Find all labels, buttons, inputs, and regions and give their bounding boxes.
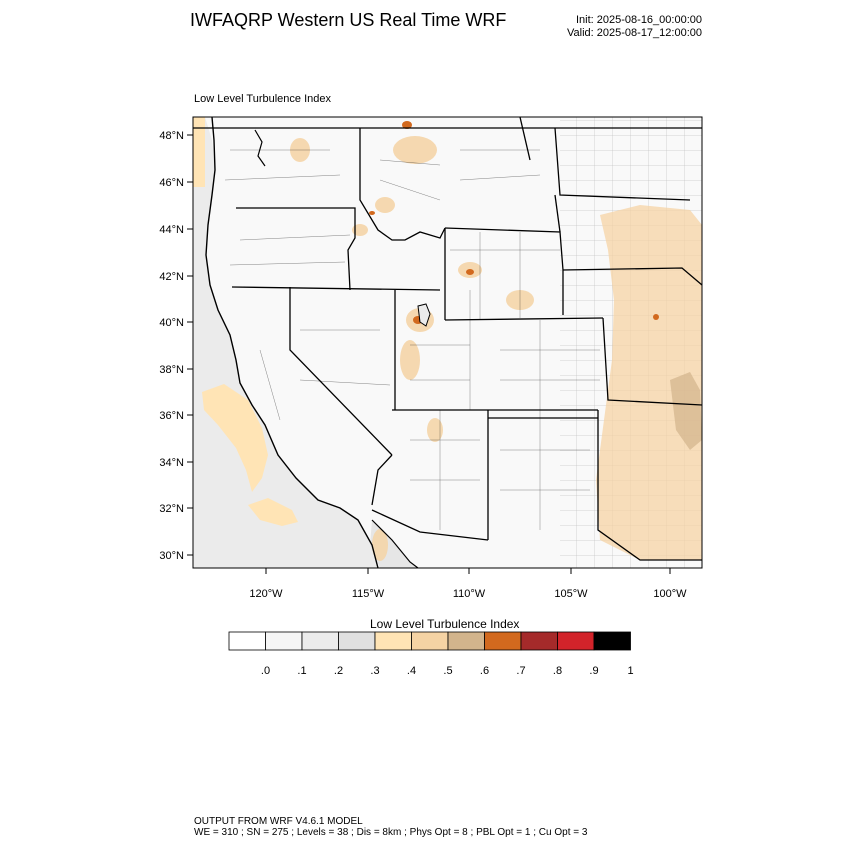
lat-tick-label: 36°N <box>159 410 184 422</box>
colorbar-tick-label: 1 <box>627 665 633 677</box>
field-label: Low Level Turbulence Index <box>194 93 331 105</box>
colorbar-tick-label: .6 <box>480 665 489 677</box>
lat-tick-label: 46°N <box>159 177 184 189</box>
colorbar-box <box>557 631 595 651</box>
colorbar-box <box>374 631 412 651</box>
colorbar-box <box>301 631 339 651</box>
state-boundaries <box>193 117 702 561</box>
colorbar-box <box>411 631 449 651</box>
latitude-axis <box>187 134 193 556</box>
colorbar-box <box>228 631 266 651</box>
model-footer: OUTPUT FROM WRF V4.6.1 MODEL WE = 310 ; … <box>194 816 587 838</box>
coastline <box>205 117 379 568</box>
colorbar-tick-label: .8 <box>553 665 562 677</box>
valid-time: Valid: 2025-08-17_12:00:00 <box>567 27 702 39</box>
lat-tick-label: 34°N <box>159 457 184 469</box>
turbulence-maximum-kansas <box>653 314 659 320</box>
colorbar-tick-label: .9 <box>589 665 598 677</box>
mountain-turbulence <box>290 136 534 561</box>
colorbar-box <box>447 631 485 651</box>
puget-sound <box>254 129 266 167</box>
great-salt-lake <box>417 303 431 327</box>
plains-turbulence <box>596 205 702 560</box>
lat-tick-label: 30°N <box>159 550 184 562</box>
colorbar-box <box>484 631 522 651</box>
colorbar-tick-label: .4 <box>407 665 416 677</box>
colorbar-box <box>338 631 376 651</box>
colorbar-box <box>265 631 303 651</box>
offshore-turbulence-south <box>248 498 298 526</box>
colorbar-tick-label: .1 <box>297 665 306 677</box>
lat-tick-label: 44°N <box>159 224 184 236</box>
plains-turbulence-core <box>670 372 702 450</box>
colorbar-box <box>520 631 558 651</box>
footer-line-2: WE = 310 ; SN = 275 ; Levels = 38 ; Dis … <box>194 827 588 838</box>
lon-tick-label: 120°W <box>249 588 283 600</box>
footer-line-1: OUTPUT FROM WRF V4.6.1 MODEL <box>194 816 363 827</box>
colorbar-tick-label: .3 <box>370 665 379 677</box>
lon-tick-label: 100°W <box>653 588 687 600</box>
main-title: IWFAQRP Western US Real Time WRF <box>190 10 507 30</box>
lat-tick-label: 42°N <box>159 271 184 283</box>
map-area <box>193 117 702 568</box>
lat-tick-label: 32°N <box>159 503 184 515</box>
county-boundaries <box>224 149 600 530</box>
lat-tick-label: 38°N <box>159 364 184 376</box>
colorbar-box <box>593 631 631 651</box>
lon-tick-label: 105°W <box>554 588 588 600</box>
offshore-turbulence-north <box>193 117 205 187</box>
offshore-turbulence <box>202 384 268 492</box>
lon-tick-label: 115°W <box>352 588 385 600</box>
lat-tick-label: 40°N <box>159 317 184 329</box>
longitude-axis <box>265 568 671 574</box>
colorbar <box>228 631 631 651</box>
lon-tick-label: 110°W <box>453 588 486 600</box>
time-info: Init: 2025-08-16_00:00:00 Valid: 2025-08… <box>567 14 702 40</box>
colorbar-tick-label: .2 <box>334 665 343 677</box>
colorbar-tick-label: .0 <box>261 665 270 677</box>
colorbar-tick-label: .5 <box>443 665 452 677</box>
baja-coast <box>371 519 419 568</box>
colorbar-tick-label: .7 <box>516 665 525 677</box>
lat-tick-label: 48°N <box>159 130 184 142</box>
init-time: Init: 2025-08-16_00:00:00 <box>576 14 702 26</box>
colorbar-title: Low Level Turbulence Index <box>370 617 520 631</box>
map-frame <box>192 116 703 569</box>
